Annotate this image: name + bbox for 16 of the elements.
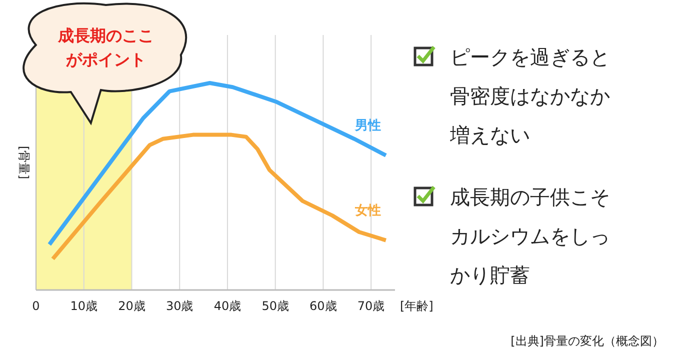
band-label: 成長期のここがポイント	[56, 25, 155, 71]
series-label: 女性	[354, 203, 381, 218]
x-tick-label: 10歳	[70, 299, 98, 313]
y-axis-title: [骨量]	[17, 146, 31, 180]
x-tick-label: 0	[32, 299, 40, 313]
x-tick-label: 60歳	[310, 299, 337, 313]
x-tick-label: 20歳	[118, 299, 146, 313]
text: [出典]骨量の変化（概念図）	[510, 334, 664, 348]
x-tick-label: 70歳	[357, 299, 385, 313]
series-label: 男性	[354, 118, 381, 134]
x-tick-label: 50歳	[262, 299, 289, 313]
x-tick-label: 30歳	[166, 299, 194, 313]
text: ピークを過ぎると骨密度はなかなか増えない	[450, 44, 611, 149]
text: 成長期の子供こそカルシウムをしっかり貯蓄	[450, 184, 611, 289]
x-axis-title: [年齢]	[400, 299, 434, 313]
x-tick-label: 40歳	[214, 299, 242, 313]
